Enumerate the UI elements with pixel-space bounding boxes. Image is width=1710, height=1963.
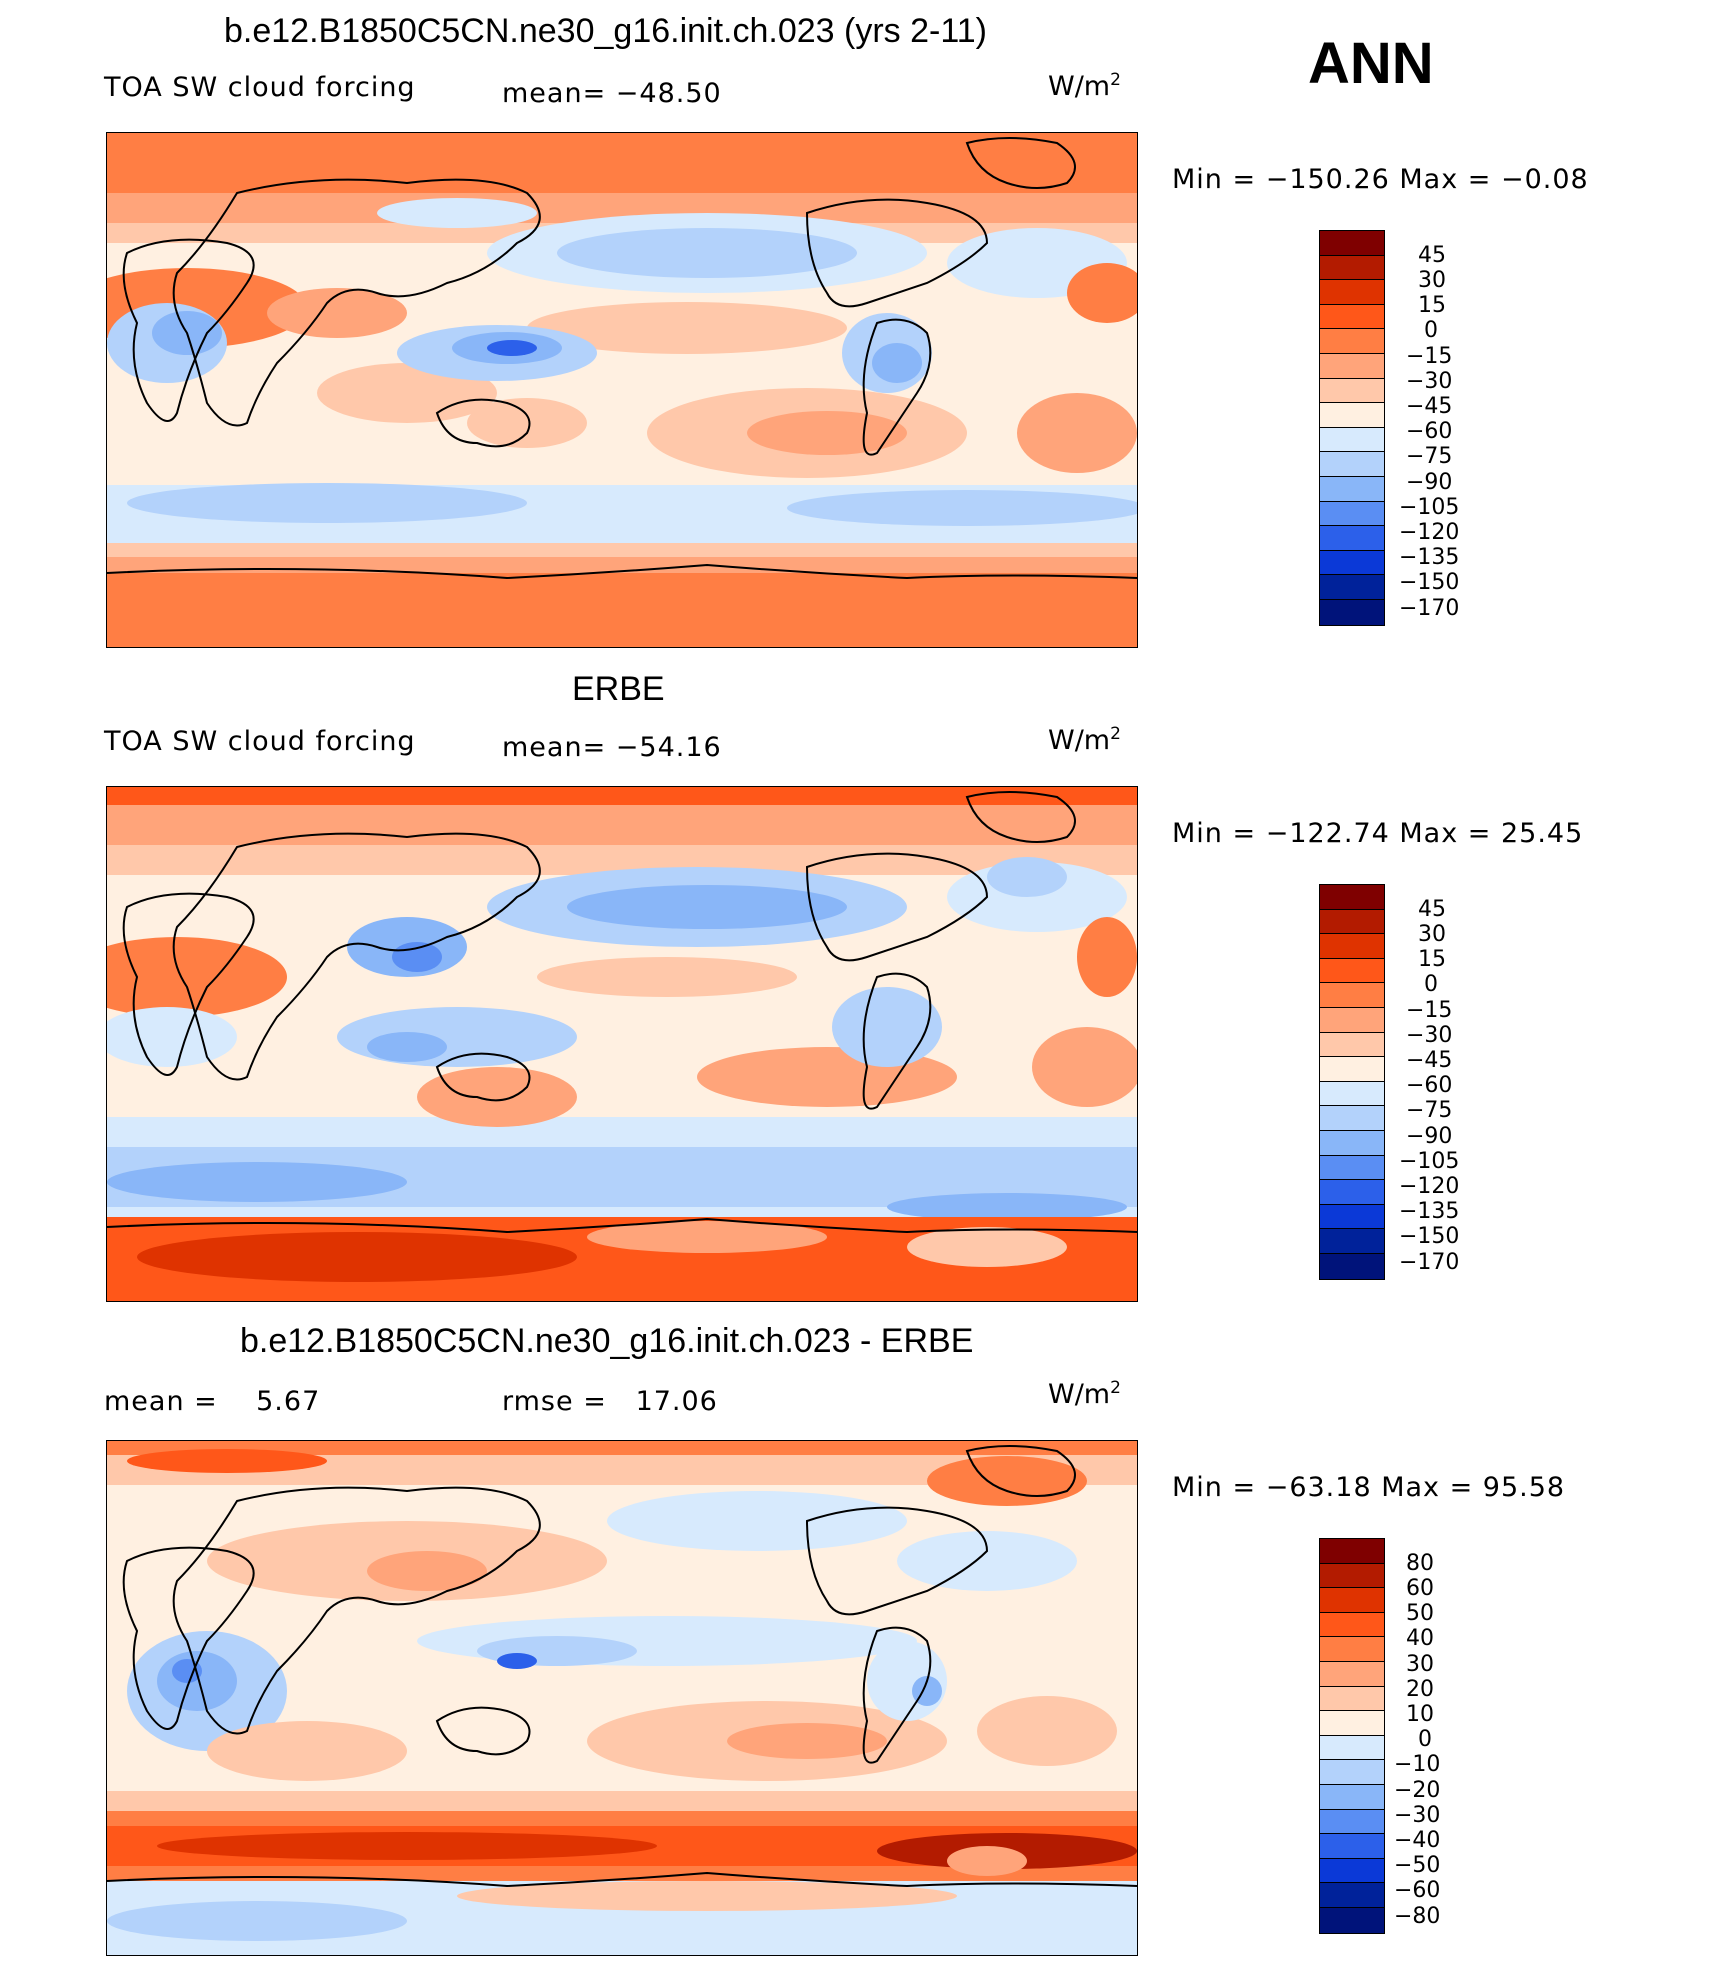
cb-label: −80 bbox=[1394, 1904, 1441, 1929]
cb-label: −45 bbox=[1406, 1048, 1453, 1073]
cb-label: −20 bbox=[1394, 1778, 1441, 1803]
panel2-units: W/m2 bbox=[1048, 724, 1121, 756]
cb-label: −15 bbox=[1406, 998, 1453, 1023]
cb-label: 0 bbox=[1424, 972, 1438, 997]
cb-label: −170 bbox=[1399, 1250, 1460, 1275]
panel1-title: b.e12.B1850C5CN.ne30_g16.init.ch.023 (yr… bbox=[224, 12, 987, 50]
panel1-colorbar bbox=[1319, 230, 1385, 626]
cb-label: 15 bbox=[1418, 293, 1446, 318]
cb-label: −50 bbox=[1394, 1853, 1441, 1878]
cb-label: 30 bbox=[1418, 922, 1446, 947]
panel1-variable: TOA SW cloud forcing bbox=[104, 72, 416, 103]
panel1-units: W/m2 bbox=[1048, 70, 1121, 102]
cb-label: −150 bbox=[1399, 1224, 1460, 1249]
cb-label: −45 bbox=[1406, 394, 1453, 419]
cb-label: −90 bbox=[1406, 1124, 1453, 1149]
cb-label: −10 bbox=[1394, 1752, 1441, 1777]
cb-label: −150 bbox=[1399, 570, 1460, 595]
cb-label: −60 bbox=[1406, 419, 1453, 444]
cb-label: 80 bbox=[1406, 1551, 1434, 1576]
panel2-title: ERBE bbox=[572, 670, 665, 708]
cb-label: −15 bbox=[1406, 344, 1453, 369]
cb-label: −120 bbox=[1399, 520, 1460, 545]
cb-label: 30 bbox=[1418, 268, 1446, 293]
cb-label: −60 bbox=[1394, 1878, 1441, 1903]
panel2-colorbar bbox=[1319, 884, 1385, 1280]
panel2-minmax: Min = −122.74 Max = 25.45 bbox=[1172, 818, 1584, 849]
cb-label: 15 bbox=[1418, 947, 1446, 972]
cb-label: 45 bbox=[1418, 897, 1446, 922]
panel3-title: b.e12.B1850C5CN.ne30_g16.init.ch.023 - E… bbox=[240, 1322, 974, 1360]
cb-label: −120 bbox=[1399, 1174, 1460, 1199]
panel1-mean: mean= −48.50 bbox=[502, 78, 722, 109]
panel3-units: W/m2 bbox=[1048, 1378, 1121, 1410]
panel1-minmax: Min = −150.26 Max = −0.08 bbox=[1172, 164, 1589, 195]
cb-label: 40 bbox=[1406, 1626, 1434, 1651]
cb-label: 0 bbox=[1418, 1727, 1432, 1752]
panel2-variable: TOA SW cloud forcing bbox=[104, 726, 416, 757]
cb-label: −30 bbox=[1394, 1803, 1441, 1828]
cb-label: 30 bbox=[1406, 1652, 1434, 1677]
season-label: ANN bbox=[1308, 31, 1434, 96]
cb-label: 20 bbox=[1406, 1677, 1434, 1702]
cb-label: −105 bbox=[1399, 495, 1460, 520]
cb-label: −170 bbox=[1399, 596, 1460, 621]
cb-label: −60 bbox=[1406, 1073, 1453, 1098]
cb-label: −75 bbox=[1406, 1098, 1453, 1123]
cb-label: −40 bbox=[1394, 1828, 1441, 1853]
panel3-colorbar bbox=[1319, 1538, 1385, 1934]
panel3-map bbox=[106, 1440, 1138, 1956]
panel3-rmse: rmse = 17.06 bbox=[502, 1386, 718, 1417]
cb-label: −30 bbox=[1406, 1023, 1453, 1048]
panel2-mean: mean= −54.16 bbox=[502, 732, 722, 763]
panel3-mean: mean = 5.67 bbox=[104, 1386, 321, 1417]
cb-label: 0 bbox=[1424, 318, 1438, 343]
cb-label: −105 bbox=[1399, 1149, 1460, 1174]
cb-label: 10 bbox=[1406, 1702, 1434, 1727]
cb-label: −30 bbox=[1406, 369, 1453, 394]
cb-label: −90 bbox=[1406, 470, 1453, 495]
cb-label: −75 bbox=[1406, 444, 1453, 469]
cb-label: −135 bbox=[1399, 545, 1460, 570]
cb-label: −135 bbox=[1399, 1199, 1460, 1224]
panel2-map bbox=[106, 786, 1138, 1302]
cb-label: 50 bbox=[1406, 1601, 1434, 1626]
panel3-minmax: Min = −63.18 Max = 95.58 bbox=[1172, 1472, 1566, 1503]
panel1-map bbox=[106, 132, 1138, 648]
cb-label: 60 bbox=[1406, 1576, 1434, 1601]
cb-label: 45 bbox=[1418, 243, 1446, 268]
